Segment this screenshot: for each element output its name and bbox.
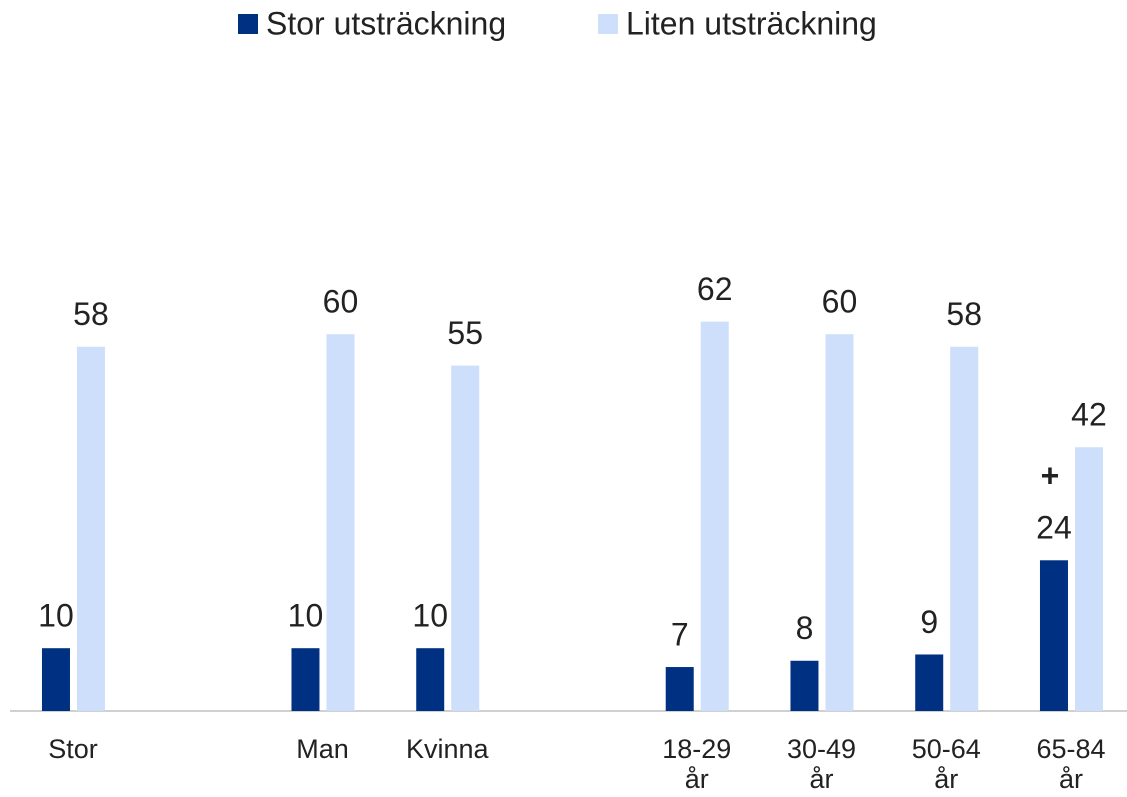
data-label: 7 — [671, 616, 689, 652]
data-label: 10 — [38, 598, 74, 634]
bar — [700, 321, 729, 711]
annotation: + — [1041, 458, 1060, 494]
data-label: 42 — [1071, 397, 1107, 433]
legend-swatch — [238, 14, 258, 34]
bar — [326, 334, 355, 711]
legend-label: Liten utsträckning — [626, 5, 877, 41]
data-label: 8 — [796, 610, 814, 646]
data-label: 10 — [412, 598, 448, 634]
bar — [1039, 560, 1068, 711]
data-label: 9 — [920, 604, 938, 640]
bar — [416, 648, 445, 711]
bar — [76, 346, 105, 711]
x-tick-label: 18-29 år — [662, 734, 732, 794]
data-label: 10 — [288, 598, 324, 634]
x-tick-label: Kvinna — [405, 734, 489, 764]
data-label: 24 — [1036, 510, 1072, 546]
data-label: 60 — [822, 284, 858, 320]
x-tick-label: Man — [296, 734, 349, 764]
bar — [291, 648, 320, 711]
bar — [41, 648, 70, 711]
bar — [665, 667, 694, 711]
legend-swatch — [598, 14, 618, 34]
bar — [915, 654, 944, 711]
x-tick-label: 30-49 år — [786, 734, 856, 794]
bar — [825, 334, 854, 711]
bar — [790, 660, 819, 711]
bar — [950, 346, 979, 711]
bar — [451, 365, 480, 711]
data-label: 62 — [697, 271, 733, 307]
data-label: 58 — [946, 296, 982, 332]
data-label: 60 — [323, 284, 359, 320]
data-label: 58 — [73, 296, 109, 332]
bar — [1074, 447, 1103, 711]
x-tick-label: Stor — [48, 734, 98, 764]
x-tick-label: 65-84 år — [1036, 734, 1106, 794]
legend-label: Stor utsträckning — [266, 5, 506, 41]
x-tick-label: 50-64 år — [911, 734, 981, 794]
data-label: 55 — [447, 315, 483, 351]
